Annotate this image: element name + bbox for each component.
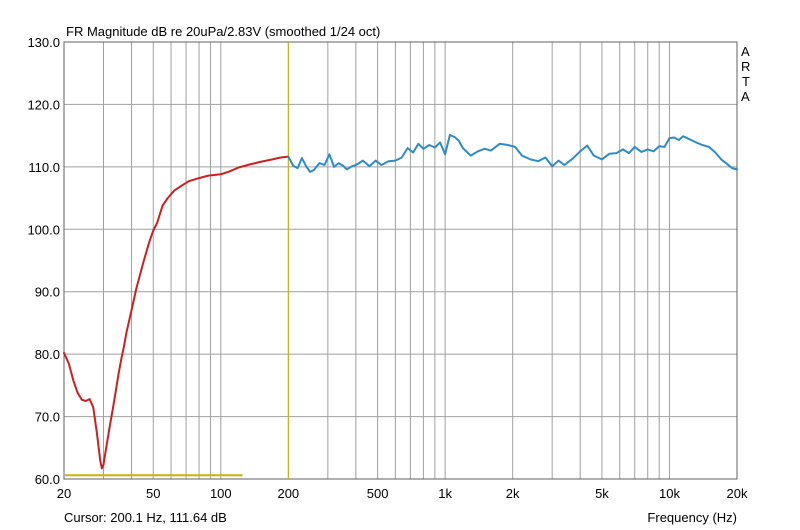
- y-tick-label: 80.0: [35, 347, 60, 362]
- y-tick-label: 100.0: [27, 222, 60, 237]
- y-tick-label: 70.0: [35, 410, 60, 425]
- x-tick-label: 100: [210, 486, 232, 501]
- y-tick-label: 90.0: [35, 285, 60, 300]
- series-line-low: [63, 155, 290, 470]
- plot-frame: [63, 41, 738, 480]
- cursor-readout: Cursor: 200.1 Hz, 111.64 dB: [64, 510, 227, 525]
- tick-labels: 130.0 120.0 110.0 100.0 90.0 80.0 70.0 60.020 50…: [27, 35, 748, 501]
- y-tick-label: 130.0: [27, 35, 60, 50]
- y-tick-label: 110.0: [28, 160, 60, 175]
- grid: [64, 42, 737, 479]
- series-group: [63, 134, 738, 470]
- x-tick-label: 20: [57, 486, 71, 501]
- side-label: A R T A: [741, 44, 750, 104]
- x-tick-label: 10k: [659, 486, 680, 501]
- x-tick-label: 20k: [727, 486, 748, 501]
- x-tick-label: 500: [367, 486, 389, 501]
- side-label-letter: R: [741, 59, 750, 74]
- x-tick-label: 50: [146, 486, 160, 501]
- x-tick-label: 2k: [506, 486, 520, 501]
- y-tick-label: 60.0: [35, 472, 60, 487]
- side-label-letter: T: [742, 74, 750, 89]
- side-label-letter: A: [741, 44, 750, 59]
- y-tick-label: 120.0: [27, 97, 60, 112]
- x-tick-label: 1k: [438, 486, 452, 501]
- x-axis-label: Frequency (Hz): [647, 510, 737, 525]
- chart-title: FR Magnitude dB re 20uPa/2.83V (smoothed…: [66, 24, 380, 39]
- x-tick-label: 200: [277, 486, 299, 501]
- series-line-high: [287, 134, 738, 173]
- side-label-letter: A: [741, 89, 750, 104]
- x-tick-label: 5k: [595, 486, 609, 501]
